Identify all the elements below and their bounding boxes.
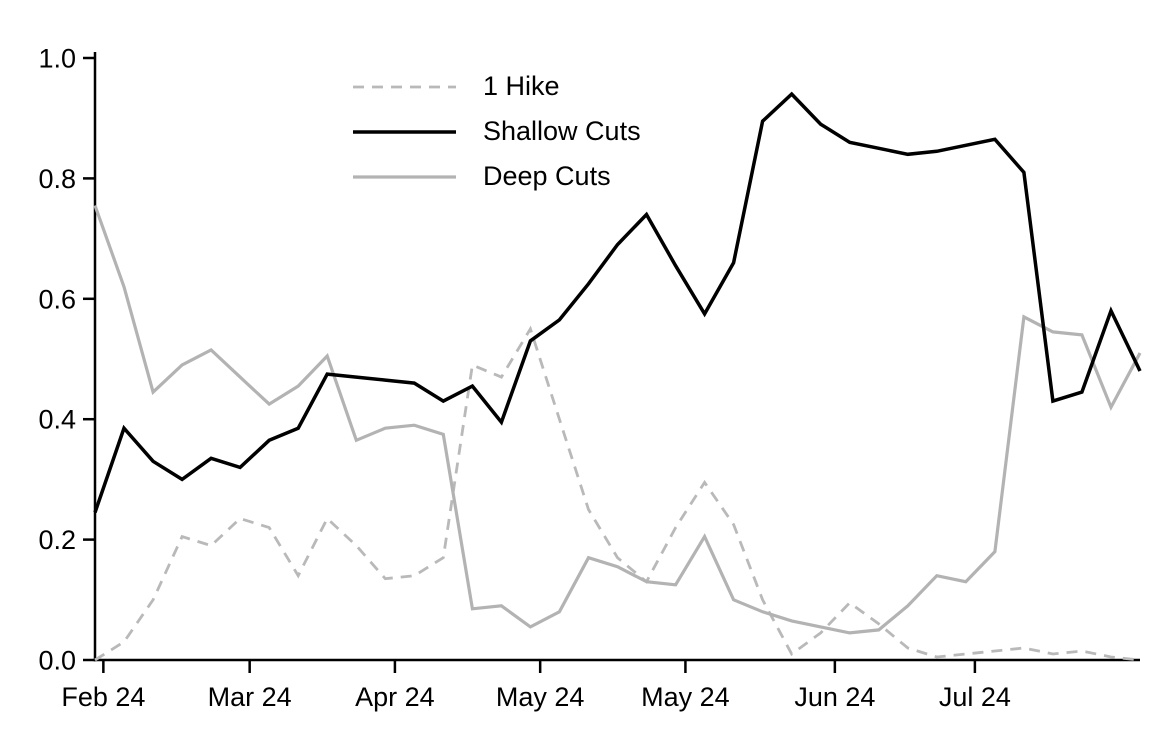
x-tick-label: May 24 (496, 682, 585, 712)
y-tick-label: 0.0 (38, 645, 76, 675)
y-tick-label: 0.2 (38, 525, 76, 555)
legend-item-deep-cuts: Deep Cuts (352, 154, 641, 199)
y-tick-label: 0.6 (38, 284, 76, 314)
legend-item-1-hike: 1 Hike (352, 64, 641, 109)
series-line-1-hike (94, 325, 1141, 662)
x-tick-label: Feb 24 (61, 682, 145, 712)
legend-swatch-deep-cuts-line (353, 174, 456, 179)
x-tick-label: Apr 24 (355, 682, 435, 712)
legend-label-deep-cuts: Deep Cuts (483, 161, 611, 191)
chart-legend: 1 Hike Shallow Cuts Deep Cuts (352, 64, 641, 199)
x-tick-label: Jun 24 (794, 682, 875, 712)
x-tick-label: May 24 (641, 682, 730, 712)
x-tick-label: Mar 24 (208, 682, 292, 712)
y-tick-label: 1.0 (38, 43, 76, 73)
y-tick-label: 0.8 (38, 164, 76, 194)
y-tick-label: 0.4 (38, 405, 76, 435)
legend-swatch-1-hike-line (353, 85, 456, 88)
legend-label-shallow-cuts: Shallow Cuts (483, 116, 641, 146)
x-tick-label: Jul 24 (939, 682, 1011, 712)
series-line-deep-cuts (93, 204, 1142, 635)
legend-label-1-hike: 1 Hike (483, 71, 560, 101)
series-line-shallow-cuts (93, 91, 1142, 514)
legend-swatch-shallow-cuts-line (353, 129, 456, 134)
legend-item-shallow-cuts: Shallow Cuts (352, 109, 641, 154)
